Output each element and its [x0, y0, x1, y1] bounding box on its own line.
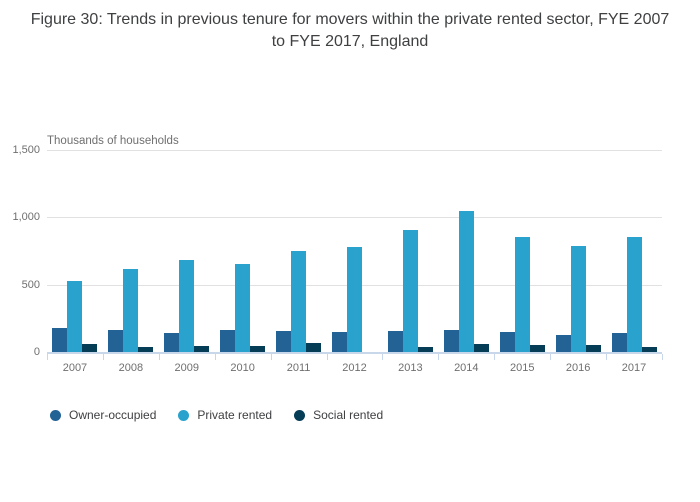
x-axis-label-2015: 2015	[509, 362, 535, 374]
bar-private-rented-2007	[67, 280, 83, 352]
x-axis-tick	[382, 354, 384, 360]
x-axis-tick	[214, 354, 216, 360]
y-axis-label-1000: 1,000	[12, 211, 40, 224]
y-axis-label-500: 500	[21, 278, 40, 291]
bar-owner-occupied-2013	[387, 331, 403, 352]
bar-owner-occupied-2012	[332, 331, 347, 352]
bar-private-rented-2015	[514, 236, 530, 352]
bar-social-rented-2008	[138, 346, 154, 352]
bar-private-rented-2011	[291, 251, 307, 352]
bar-social-rented-2017	[641, 347, 657, 352]
chart-title: Figure 30: Trends in previous tenure for…	[30, 11, 670, 50]
x-axis-label-2008: 2008	[118, 362, 144, 374]
x-axis-label-2013: 2013	[398, 362, 423, 374]
legend-item-private-rented[interactable]: Private rented	[178, 408, 272, 422]
bar-private-rented-2013	[402, 230, 418, 352]
x-axis-label-2014: 2014	[454, 362, 479, 374]
x-axis-line	[47, 352, 662, 354]
y-axis-label-1500: 1,500	[12, 144, 40, 156]
legend-label-social-rented: Social rented	[313, 408, 384, 422]
bar-owner-occupied-2011	[276, 331, 292, 352]
bar-private-rented-2017	[626, 236, 642, 352]
x-axis-label-2011: 2011	[286, 362, 311, 374]
x-axis-label-2007: 2007	[62, 362, 88, 374]
x-axis-tick	[438, 354, 440, 360]
bar-social-rented-2016	[585, 345, 601, 352]
legend-swatch-owner-occupied-icon	[50, 409, 61, 421]
x-axis-tick	[158, 354, 160, 360]
gridline-1500	[47, 150, 662, 151]
x-axis-label-2010: 2010	[230, 362, 255, 374]
legend-label-private-rented: Private rented	[197, 408, 273, 422]
bar-social-rented-2015	[529, 344, 545, 352]
bar-private-rented-2010	[235, 263, 251, 352]
legend-item-owner-occupied[interactable]: Owner-occupied	[50, 408, 156, 422]
y-axis-label-0: 0	[33, 346, 40, 358]
x-axis-tick	[326, 354, 328, 360]
x-axis-label-2012: 2012	[342, 362, 367, 374]
bar-private-rented-2014	[458, 211, 474, 352]
x-axis-tick	[102, 354, 104, 360]
bar-private-rented-2012	[347, 246, 362, 352]
bar-social-rented-2009	[194, 345, 210, 352]
bar-social-rented-2010	[250, 345, 266, 352]
bar-social-rented-2013	[417, 346, 433, 352]
bar-owner-occupied-2017	[611, 333, 627, 352]
x-axis-tick	[550, 354, 552, 360]
legend-label-owner-occupied: Owner-occupied	[69, 408, 157, 422]
bar-owner-occupied-2016	[555, 334, 571, 352]
plot-area	[47, 150, 663, 360]
bar-social-rented-2014	[473, 343, 489, 352]
x-axis-tick	[606, 354, 608, 360]
bar-private-rented-2016	[570, 246, 586, 352]
legend-swatch-private-rented-icon	[178, 409, 190, 421]
x-axis-tick	[47, 354, 48, 360]
x-axis-tick	[270, 354, 272, 360]
legend-swatch-social-rented-icon	[294, 409, 306, 421]
gridline-1000	[47, 217, 662, 219]
x-axis-label-2016: 2016	[565, 362, 591, 374]
x-axis-label-2017: 2017	[621, 362, 647, 374]
bar-owner-occupied-2014	[443, 329, 459, 352]
x-axis-tick	[494, 354, 496, 360]
bar-social-rented-2011	[306, 343, 322, 352]
bar-private-rented-2008	[123, 268, 139, 352]
bar-owner-occupied-2007	[52, 328, 68, 352]
bar-owner-occupied-2008	[108, 330, 124, 352]
x-axis-label-2009: 2009	[174, 362, 199, 374]
y-axis-unit-label: Thousands of households	[47, 135, 179, 147]
bar-owner-occupied-2015	[499, 331, 515, 352]
bar-owner-occupied-2010	[220, 329, 236, 352]
legend-item-social-rented[interactable]: Social rented	[294, 408, 383, 422]
bar-private-rented-2009	[179, 260, 195, 352]
chart-legend: Owner-occupied Private rented Social rente…	[50, 408, 383, 422]
bar-owner-occupied-2009	[164, 333, 180, 352]
bar-social-rented-2007	[82, 343, 98, 352]
x-axis-tick	[662, 354, 663, 360]
